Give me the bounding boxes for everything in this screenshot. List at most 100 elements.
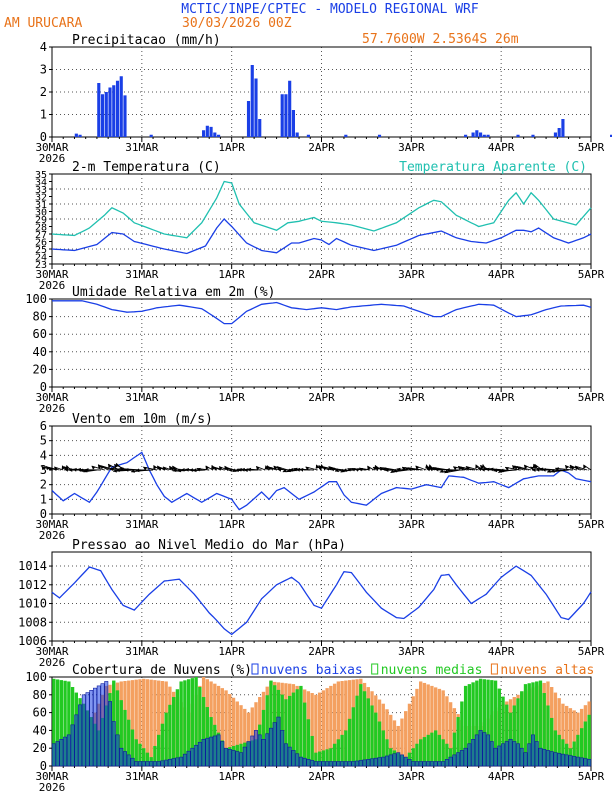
wind-arrow-head — [41, 466, 46, 471]
cloud-bar-nuvens-baixas — [59, 738, 64, 767]
cloud-bar-nuvens-medias — [463, 685, 468, 766]
panel-title: 2-m Temperatura (C) — [72, 160, 221, 175]
cloud-bar-nuvens-baixas — [553, 752, 558, 767]
y-tick-label: 3 — [40, 63, 47, 77]
cloud-bar-nuvens-altas — [220, 688, 224, 766]
y-tick-label: 35 — [35, 170, 47, 181]
cloud-bar-nuvens-altas — [448, 702, 453, 766]
legend-swatch — [251, 663, 259, 675]
cloud-bar-nuvens-baixas — [152, 761, 157, 767]
cloud-bar-nuvens-medias — [344, 730, 348, 766]
wind-arrow-head — [225, 467, 230, 472]
precip-bar — [475, 130, 479, 137]
y-tick-label: 60 — [33, 327, 47, 341]
wind-arrow-head — [322, 466, 327, 471]
cloud-bar-nuvens-medias — [175, 689, 180, 766]
x-tick-label: 31MAR — [125, 645, 158, 658]
y-tick-label: 25 — [35, 245, 47, 256]
wind-arrow-head — [153, 465, 157, 470]
cloud-bar-nuvens-baixas — [205, 737, 210, 767]
cloud-bar-nuvens-altas — [142, 678, 146, 766]
cloud-bar-nuvens-medias — [115, 690, 120, 766]
cloud-bar-nuvens-medias — [186, 679, 191, 766]
y-tick-label: 80 — [33, 688, 47, 702]
wind-arrow-head — [404, 467, 409, 471]
cloud-bar-nuvens-baixas — [414, 761, 419, 767]
wind-arrow-head — [113, 468, 117, 473]
cloud-bar-nuvens-altas — [430, 685, 434, 766]
precip-bar — [344, 134, 348, 137]
cloud-bar-nuvens-medias — [288, 695, 292, 766]
wind-arrow-head — [64, 468, 69, 472]
wind-arrow-head — [393, 468, 398, 473]
cloud-bar-nuvens-baixas — [325, 761, 330, 767]
cloud-bar-nuvens-baixas — [93, 687, 98, 767]
wind-arrow-head — [379, 467, 384, 471]
cloud-bar-nuvens-medias — [138, 743, 142, 766]
x-tick-label: 2APR — [308, 141, 335, 154]
precip-bar — [486, 134, 490, 137]
cloud-bar-nuvens-baixas — [194, 744, 199, 767]
cloud-bar-nuvens-altas — [246, 712, 251, 766]
cloud-bar-nuvens-baixas — [134, 761, 139, 767]
y-tick-label: 60 — [33, 706, 47, 720]
wind-arrow-head — [335, 468, 339, 473]
wind-arrow-head — [100, 465, 105, 470]
cloud-bar-nuvens-medias — [336, 739, 341, 766]
x-tick-label: 1APR — [218, 141, 245, 154]
x-tick-label: 30MAR — [35, 770, 68, 783]
precip-bar — [78, 134, 82, 137]
y-tick-label: 0 — [40, 130, 47, 144]
precip-bar — [100, 94, 105, 137]
cloud-bar-nuvens-baixas — [250, 735, 255, 767]
wind-arrow-head — [170, 467, 175, 472]
cloud-bar-nuvens-medias — [523, 684, 528, 766]
cloud-bar-nuvens-altas — [561, 703, 565, 766]
cloud-bar-nuvens-baixas — [575, 756, 580, 767]
cloud-bar-nuvens-baixas — [115, 734, 120, 767]
cloud-bar-nuvens-medias — [520, 691, 524, 766]
cloud-bar-nuvens-altas — [445, 696, 449, 766]
cloud-bar-nuvens-baixas — [246, 741, 251, 767]
precip-bar — [280, 94, 284, 137]
cloud-bar-nuvens-baixas — [343, 761, 348, 767]
cloud-bar-nuvens-baixas — [587, 759, 592, 767]
cloud-bar-nuvens-altas — [228, 694, 232, 766]
cloud-bar-nuvens-altas — [553, 692, 558, 766]
cloud-bar-nuvens-baixas — [366, 759, 371, 767]
cloud-bar-nuvens-altas — [426, 684, 430, 766]
y-tick-label: 32 — [35, 193, 47, 204]
cloud-bar-nuvens-medias — [512, 705, 516, 766]
precip-bar — [112, 85, 116, 137]
cloud-bar-nuvens-baixas — [239, 752, 243, 767]
wind-arrow-head — [328, 466, 333, 471]
wind-arrow-head — [228, 468, 232, 472]
cloud-bar-nuvens-baixas — [272, 722, 277, 767]
cloud-bar-nuvens-medias — [194, 677, 198, 766]
cloud-bar-nuvens-baixas — [385, 755, 389, 767]
panel-title: Umidade Relativa em 2m (%) — [72, 285, 276, 300]
cloud-bar-nuvens-altas — [231, 697, 236, 766]
wind-arrow-head — [124, 468, 129, 472]
y-tick-label: 40 — [33, 723, 47, 737]
cloud-bar-nuvens-medias — [142, 748, 146, 766]
cloud-bar-nuvens-baixas — [377, 757, 382, 767]
cloud-bar-nuvens-medias — [546, 705, 550, 766]
cloud-bar-nuvens-baixas — [123, 751, 127, 767]
wind-arrow-head — [375, 467, 380, 472]
cloud-bar-nuvens-altas — [134, 679, 138, 766]
series-line — [51, 218, 592, 255]
cloud-bar-nuvens-medias — [134, 739, 138, 766]
wind-arrow-head — [505, 467, 510, 471]
precip-bar — [561, 119, 565, 137]
station-name: AM URUCARA — [4, 16, 82, 31]
cloud-bar-nuvens-altas — [404, 711, 408, 766]
cloud-bar-nuvens-baixas — [407, 759, 412, 767]
panel-clouds: 0 20 40 60 80 100 30MAR 31MAR 1APR 2APR 3APR 4APR 5A… — [25, 663, 604, 792]
cloud-bar-nuvens-medias — [527, 683, 531, 766]
y-tick-label: 24 — [35, 253, 47, 264]
wind-arrow-head — [189, 468, 194, 472]
cloud-bar-nuvens-baixas — [291, 750, 296, 767]
wind-arrow-head — [485, 467, 490, 472]
cloud-bar-nuvens-baixas — [302, 757, 307, 767]
